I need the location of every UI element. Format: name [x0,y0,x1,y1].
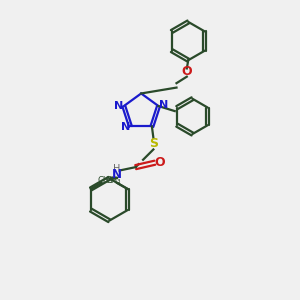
Text: CH₃: CH₃ [105,176,121,184]
Text: N: N [112,168,122,181]
Text: N: N [115,101,124,111]
Text: H: H [113,164,120,174]
Text: N: N [159,100,169,110]
Text: O: O [155,156,166,169]
Text: CH₃: CH₃ [98,176,113,184]
Text: O: O [182,65,192,78]
Text: N: N [121,122,130,132]
Text: S: S [149,137,158,150]
